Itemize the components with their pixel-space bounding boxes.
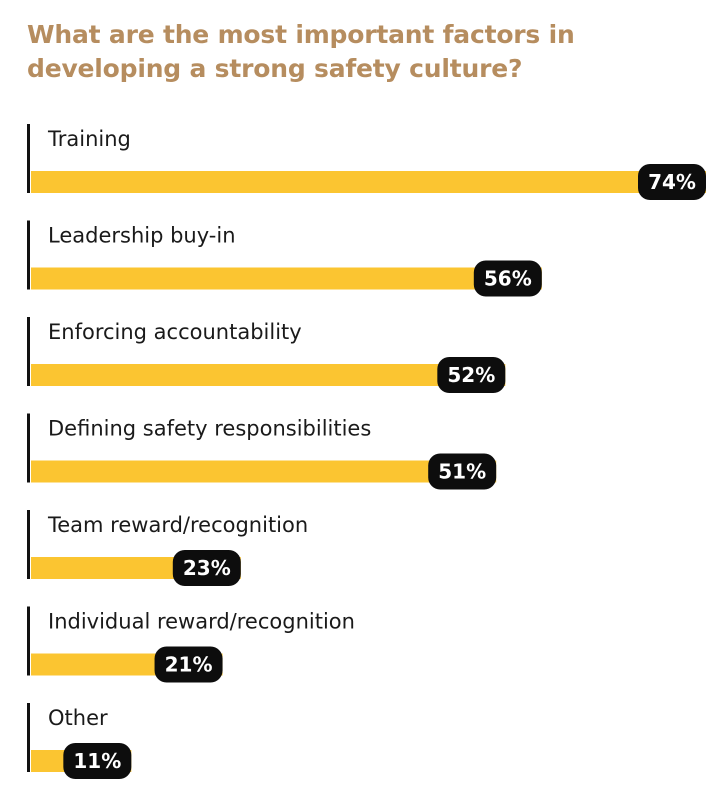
- category-label: Team reward/recognition: [47, 513, 308, 537]
- group-marker-line: [27, 220, 30, 290]
- group-marker-line: [27, 413, 30, 483]
- chart-title: What are the most important factors in d…: [27, 20, 575, 83]
- value-label: 51%: [438, 460, 486, 484]
- category-label: Individual reward/recognition: [48, 610, 355, 634]
- value-badge: [638, 164, 706, 200]
- bar-group: Team reward/recognition 23%: [27, 510, 308, 586]
- group-marker-line: [27, 703, 30, 772]
- value-badge: [172, 550, 241, 586]
- group-marker-line: [27, 510, 30, 579]
- bar-group: Other 11%: [27, 703, 132, 779]
- value-badge: [473, 260, 542, 297]
- value-badge: [428, 453, 497, 490]
- group-marker-line: [27, 124, 30, 193]
- category-label: Enforcing accountability: [48, 320, 302, 344]
- value-badge: [437, 357, 506, 393]
- category-label: Training: [47, 127, 131, 151]
- value-label: 23%: [183, 556, 231, 580]
- group-marker-line: [27, 317, 30, 386]
- value-label: 11%: [73, 749, 121, 773]
- value-badge: [154, 646, 223, 683]
- value-badge: [63, 743, 132, 779]
- value-label: 52%: [447, 363, 495, 387]
- bar: [31, 267, 542, 290]
- category-label: Leadership buy-in: [48, 224, 236, 248]
- bar: [31, 171, 706, 193]
- bar: [31, 364, 506, 386]
- bar: [31, 460, 497, 483]
- bar-group: Leadership buy-in 56%: [27, 220, 542, 297]
- value-label: 21%: [165, 653, 213, 677]
- bar-group: Individual reward/recognition 21%: [27, 606, 355, 683]
- bar-group: Enforcing accountability 52%: [27, 317, 506, 393]
- category-label: Defining safety responsibilities: [48, 417, 371, 441]
- value-label: 74%: [648, 170, 696, 194]
- value-label: 56%: [484, 267, 532, 291]
- bar-group: Defining safety responsibilities 51%: [27, 413, 497, 490]
- category-label: Other: [48, 706, 108, 730]
- group-marker-line: [27, 606, 30, 676]
- bar-group: Training 74%: [27, 124, 706, 200]
